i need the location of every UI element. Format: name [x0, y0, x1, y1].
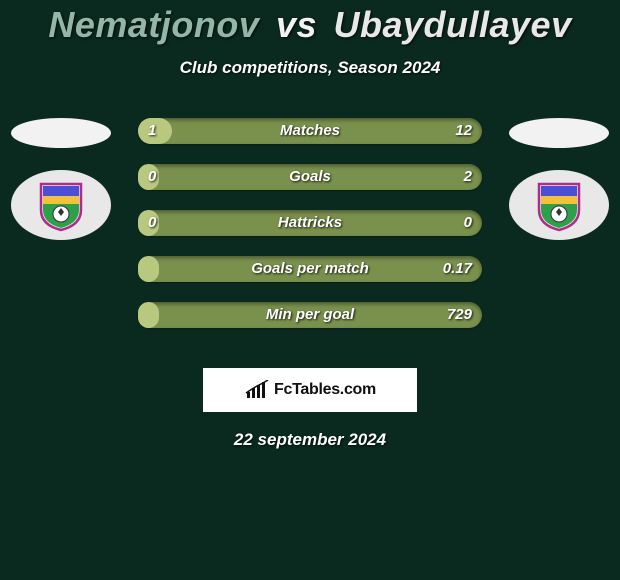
stat-bars: 1 Matches 12 0 Goals 2 0 Hattricks 0 Goals per ma…	[138, 118, 482, 348]
stat-bar: 0 Hattricks 0	[138, 210, 482, 236]
player1-club-crest	[11, 170, 111, 240]
stat-bar-fill	[138, 302, 159, 328]
brand-chart-icon	[244, 380, 270, 400]
stat-label: Matches	[280, 118, 340, 144]
subtitle: Club competitions, Season 2024	[0, 58, 620, 78]
stat-bar-fill	[138, 256, 159, 282]
stats-area: 1 Matches 12 0 Goals 2 0 Hattricks 0 Goals per ma…	[0, 118, 620, 358]
right-logo-column	[504, 118, 614, 240]
stat-right-value: 0	[464, 210, 472, 236]
vs-text: vs	[276, 4, 317, 45]
page-title: Nematjonov vs Ubaydullayev	[0, 4, 620, 46]
player1-name: Nematjonov	[48, 4, 259, 45]
stat-label: Hattricks	[278, 210, 342, 236]
stat-right-value: 12	[455, 118, 472, 144]
stat-left-value: 0	[148, 164, 156, 190]
date-text: 22 september 2024	[0, 430, 620, 450]
stat-right-value: 729	[447, 302, 472, 328]
stat-label: Min per goal	[266, 302, 354, 328]
stat-bar: Goals per match 0.17	[138, 256, 482, 282]
stat-label: Goals	[289, 164, 331, 190]
stat-bar: Min per goal 729	[138, 302, 482, 328]
player2-name: Ubaydullayev	[334, 4, 572, 45]
stat-bar: 0 Goals 2	[138, 164, 482, 190]
stat-label: Goals per match	[251, 256, 369, 282]
stat-right-value: 2	[464, 164, 472, 190]
player2-club-crest	[509, 170, 609, 240]
stat-bar: 1 Matches 12	[138, 118, 482, 144]
player2-placeholder-icon	[509, 118, 609, 148]
stat-left-value: 1	[148, 118, 156, 144]
stat-right-value: 0.17	[443, 256, 472, 282]
left-logo-column	[6, 118, 116, 240]
stat-left-value: 0	[148, 210, 156, 236]
brand-box: FcTables.com	[203, 368, 417, 412]
brand-text: FcTables.com	[274, 381, 376, 399]
player1-placeholder-icon	[11, 118, 111, 148]
